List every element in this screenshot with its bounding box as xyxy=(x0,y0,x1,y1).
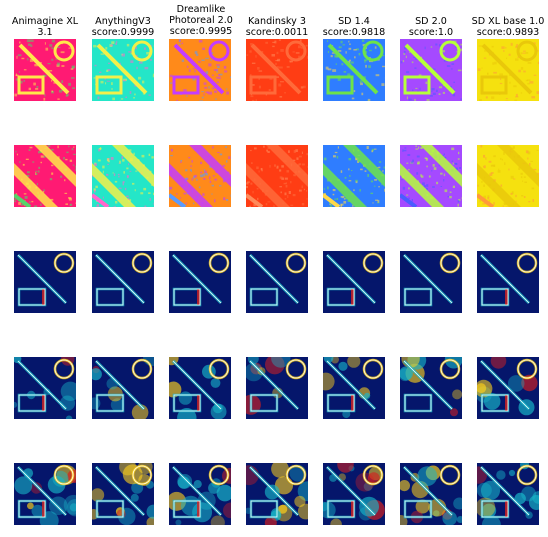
diffuse-heatmap-image xyxy=(400,463,462,525)
diffuse-heatmap-tile xyxy=(246,463,308,525)
attention-heatmap-tile xyxy=(323,357,385,419)
model-name: Kandinsky 3 xyxy=(248,16,306,27)
segmentation-zoom-image xyxy=(246,145,308,207)
diffuse-heatmap-tile xyxy=(477,463,539,525)
segmentation-tile xyxy=(323,39,385,101)
segmentation-zoom-tile xyxy=(14,145,76,207)
edge-heatmap-tile xyxy=(400,251,462,313)
edge-heatmap-tile xyxy=(477,251,539,313)
model-name: AnythingV3 xyxy=(95,16,151,27)
column-header: Dreamlike Photoreal 2.0 score:0.9995 xyxy=(161,4,241,37)
edge-heatmap-tile xyxy=(246,251,308,313)
edge-heatmap-image xyxy=(246,251,308,313)
attention-heatmap-tile xyxy=(400,357,462,419)
diffuse-heatmap-tile xyxy=(14,463,76,525)
segmentation-tile xyxy=(92,39,154,101)
segmentation-zoom-tile xyxy=(323,145,385,207)
segmentation-image xyxy=(400,39,462,101)
edge-heatmap-image xyxy=(169,251,231,313)
attention-heatmap-tile xyxy=(169,357,231,419)
diffuse-heatmap-tile xyxy=(92,463,154,525)
attention-heatmap-image xyxy=(92,357,154,419)
attention-heatmap-tile xyxy=(246,357,308,419)
segmentation-image xyxy=(169,39,231,101)
segmentation-image xyxy=(92,39,154,101)
diffuse-heatmap-image xyxy=(323,463,385,525)
segmentation-tile xyxy=(14,39,76,101)
attention-heatmap-tile xyxy=(477,357,539,419)
diffuse-heatmap-image xyxy=(92,463,154,525)
column-header: Kandinsky 3 score:0.0011 xyxy=(238,16,316,38)
edge-heatmap-tile xyxy=(323,251,385,313)
column-header: AnythingV3 score:0.9999 xyxy=(84,16,162,38)
attention-heatmap-tile xyxy=(92,357,154,419)
segmentation-tile xyxy=(246,39,308,101)
attention-heatmap-image xyxy=(323,357,385,419)
model-name: Dreamlike Photoreal 2.0 xyxy=(169,4,233,26)
segmentation-image xyxy=(246,39,308,101)
segmentation-zoom-tile xyxy=(169,145,231,207)
attention-heatmap-image xyxy=(477,357,539,419)
model-score: score:0.9818 xyxy=(322,27,386,38)
model-score: score:0.9893 xyxy=(476,27,540,38)
column-header: SD XL base 1.0 score:0.9893 xyxy=(469,16,547,38)
model-score: score:1.0 xyxy=(408,27,454,38)
column-header: SD 1.4 score:0.9818 xyxy=(315,16,393,38)
segmentation-zoom-image xyxy=(14,145,76,207)
diffuse-heatmap-image xyxy=(169,463,231,525)
attention-heatmap-image xyxy=(169,357,231,419)
edge-heatmap-tile xyxy=(14,251,76,313)
model-score: score:0.9995 xyxy=(169,26,233,37)
edge-heatmap-tile xyxy=(92,251,154,313)
segmentation-tile xyxy=(169,39,231,101)
model-name: SD XL base 1.0 xyxy=(471,16,545,27)
model-name: SD 1.4 xyxy=(338,16,370,27)
segmentation-zoom-image xyxy=(323,145,385,207)
segmentation-zoom-tile xyxy=(246,145,308,207)
segmentation-image xyxy=(323,39,385,101)
segmentation-tile xyxy=(477,39,539,101)
diffuse-heatmap-image xyxy=(477,463,539,525)
segmentation-zoom-tile xyxy=(92,145,154,207)
model-score: score:0.0011 xyxy=(245,27,309,38)
edge-heatmap-tile xyxy=(169,251,231,313)
column-header: SD 2.0 score:1.0 xyxy=(392,16,470,38)
edge-heatmap-image xyxy=(477,251,539,313)
attention-heatmap-image xyxy=(14,357,76,419)
model-name: Animagine XL 3.1 xyxy=(11,16,79,38)
segmentation-zoom-image xyxy=(92,145,154,207)
edge-heatmap-image xyxy=(323,251,385,313)
edge-heatmap-image xyxy=(14,251,76,313)
segmentation-zoom-tile xyxy=(400,145,462,207)
attention-heatmap-image xyxy=(246,357,308,419)
model-score: score:0.9999 xyxy=(91,27,155,38)
segmentation-zoom-image xyxy=(169,145,231,207)
segmentation-image xyxy=(477,39,539,101)
attention-heatmap-image xyxy=(400,357,462,419)
diffuse-heatmap-image xyxy=(246,463,308,525)
attention-heatmap-tile xyxy=(14,357,76,419)
diffuse-heatmap-tile xyxy=(323,463,385,525)
edge-heatmap-image xyxy=(400,251,462,313)
edge-heatmap-image xyxy=(92,251,154,313)
segmentation-zoom-tile xyxy=(477,145,539,207)
segmentation-zoom-image xyxy=(400,145,462,207)
segmentation-zoom-image xyxy=(477,145,539,207)
segmentation-tile xyxy=(400,39,462,101)
diffuse-heatmap-image xyxy=(14,463,76,525)
model-name: SD 2.0 xyxy=(415,16,447,27)
diffuse-heatmap-tile xyxy=(169,463,231,525)
segmentation-image xyxy=(14,39,76,101)
diffuse-heatmap-tile xyxy=(400,463,462,525)
